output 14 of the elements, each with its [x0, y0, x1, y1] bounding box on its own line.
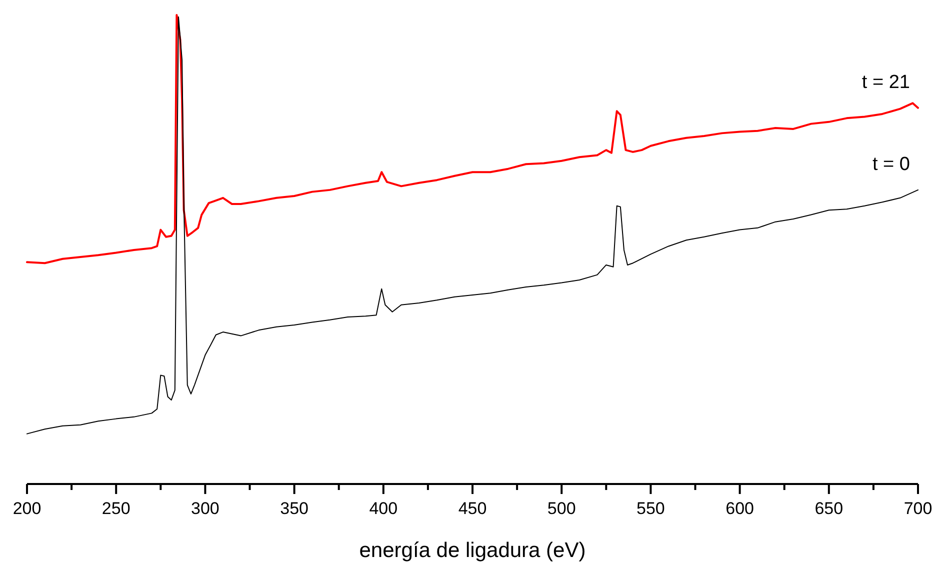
x-tick-label: 200	[12, 499, 42, 518]
x-axis-title: energía de ligadura (eV)	[359, 539, 586, 562]
series-label: t = 21	[862, 72, 910, 93]
x-tick-label: 700	[904, 499, 932, 518]
x-tick-label: 550	[636, 499, 665, 518]
x-tick-label: 350	[280, 499, 308, 518]
x-tick-label: 600	[726, 499, 754, 518]
x-tick-label: 400	[369, 499, 398, 518]
x-tick-label: 650	[814, 499, 844, 518]
series-label: t = 0	[872, 154, 910, 175]
x-tick-label: 300	[191, 499, 220, 518]
x-tick-label: 250	[102, 499, 130, 518]
x-tick-label: 500	[547, 499, 576, 518]
x-tick-label: 450	[458, 499, 487, 518]
